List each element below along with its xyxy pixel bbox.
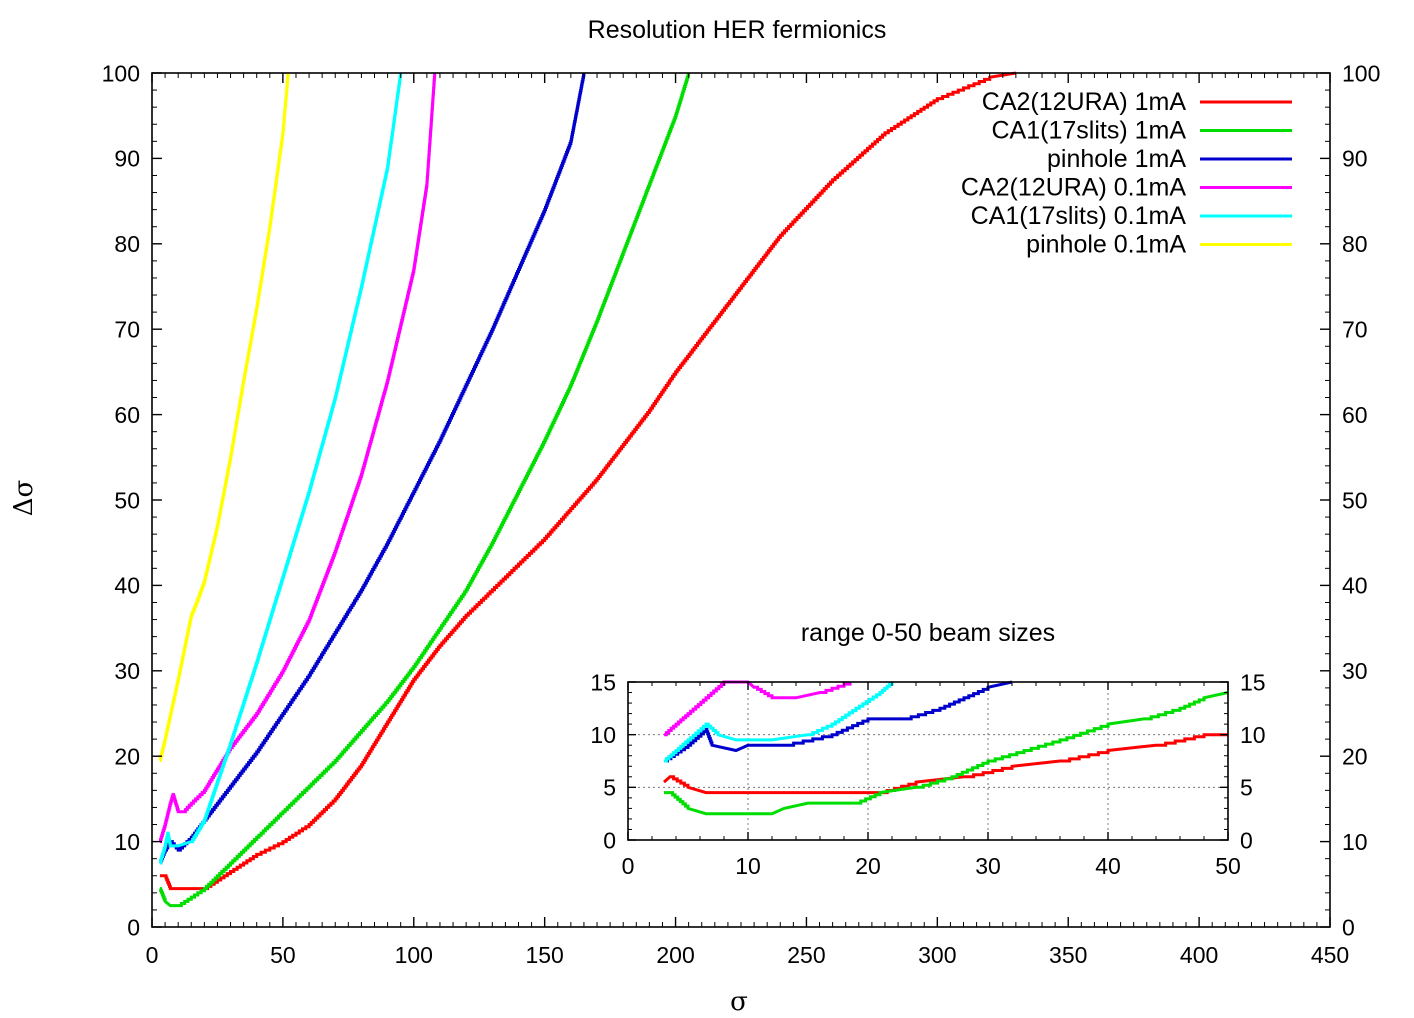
legend-label-1: CA2(12URA) 1mA <box>982 88 1187 116</box>
legend-label-4: CA2(12URA) 0.1mA <box>961 174 1186 202</box>
inset-series-line-3 <box>664 680 1013 763</box>
main-series-line-3 <box>159 73 586 865</box>
inset-series-line-2 <box>664 691 1229 816</box>
main-x-tick-label: 450 <box>1311 942 1349 968</box>
main-y-tick-label: 80 <box>114 231 140 257</box>
main-x-tick-label: 300 <box>918 942 956 968</box>
main-y2-tick-label: 10 <box>1342 829 1368 855</box>
main-x-tick-label: 200 <box>656 942 694 968</box>
inset-x-tick-label: 10 <box>735 853 761 879</box>
main-y-tick-label: 70 <box>114 316 140 342</box>
main-y-tick-label: 40 <box>114 573 140 599</box>
main-chart-title: Resolution HER fermionics <box>588 16 887 44</box>
inset-x-tick-label: 30 <box>975 853 1001 879</box>
main-series-line-5 <box>159 73 403 865</box>
legend-label-5: CA1(17slits) 0.1mA <box>971 202 1187 230</box>
main-y2-tick-label: 20 <box>1342 743 1368 769</box>
inset-background <box>560 650 1250 890</box>
main-plot-area: 0 50 100 150 200 250 300 350 400 4500102030405060… <box>102 60 1381 968</box>
main-y2-tick-label: 50 <box>1342 487 1368 513</box>
main-y-tick-label: 100 <box>102 60 140 86</box>
main-x-axis-label: σ <box>730 987 748 1017</box>
main-y-tick-label: 30 <box>114 658 140 684</box>
main-y-axis-label: Δσ <box>9 480 39 517</box>
main-series-line-1 <box>159 71 1017 891</box>
main-y2-tick-label: 30 <box>1342 658 1368 684</box>
main-y2-tick-label: 70 <box>1342 316 1368 342</box>
main-x-tick-label: 50 <box>270 942 296 968</box>
main-y2-tick-label: 0 <box>1342 914 1355 940</box>
legend-label-3: pinhole 1mA <box>1047 145 1186 173</box>
main-y2-tick-label: 80 <box>1342 231 1368 257</box>
legend-label-6: pinhole 0.1mA <box>1026 231 1186 259</box>
main-y2-tick-label: 60 <box>1342 402 1368 428</box>
main-x-tick-label: 400 <box>1180 942 1218 968</box>
legend-label-2: CA1(17slits) 1mA <box>992 117 1187 145</box>
inset-x-tick-label: 0 <box>622 853 635 879</box>
inset-y-tick-label: 10 <box>590 722 616 748</box>
inset-y2-tick-label: 15 <box>1240 669 1266 695</box>
inset-series-line-1 <box>663 733 1228 795</box>
inset-y-tick-label: 15 <box>590 669 616 695</box>
inset-y-tick-label: 5 <box>603 775 616 801</box>
main-x-tick-label: 250 <box>787 942 825 968</box>
main-x-tick-label: 350 <box>1049 942 1087 968</box>
main-series-line-4 <box>159 73 437 844</box>
inset-y-tick-label: 0 <box>603 827 616 853</box>
main-y-tick-label: 50 <box>114 487 140 513</box>
inset-x-tick-label: 40 <box>1095 853 1121 879</box>
inset-series-line-5 <box>664 682 894 763</box>
main-y-tick-label: 0 <box>127 914 140 940</box>
inset-x-tick-label: 20 <box>855 853 881 879</box>
main-y2-tick-label: 90 <box>1342 146 1368 172</box>
inset-y2-tick-label: 10 <box>1240 722 1266 748</box>
main-y-tick-label: 90 <box>114 146 140 172</box>
inset-frame <box>627 681 1229 841</box>
main-y-tick-label: 60 <box>114 402 140 428</box>
inset-series-line-4 <box>664 680 852 737</box>
inset-y2-tick-label: 5 <box>1240 775 1253 801</box>
inset-x-tick-label: 50 <box>1215 853 1241 879</box>
main-y2-tick-label: 100 <box>1342 60 1380 86</box>
main-y2-tick-label: 40 <box>1342 573 1368 599</box>
inset-chart-title: range 0-50 beam sizes <box>801 619 1055 647</box>
main-series-line-6 <box>158 73 290 762</box>
main-x-tick-label: 150 <box>525 942 563 968</box>
main-x-tick-label: 0 <box>146 942 159 968</box>
main-y-tick-label: 10 <box>114 829 140 855</box>
main-x-tick-label: 100 <box>395 942 433 968</box>
main-y-tick-label: 20 <box>114 743 140 769</box>
inset-y2-tick-label: 0 <box>1240 827 1253 853</box>
main-series-line-2 <box>159 73 691 908</box>
